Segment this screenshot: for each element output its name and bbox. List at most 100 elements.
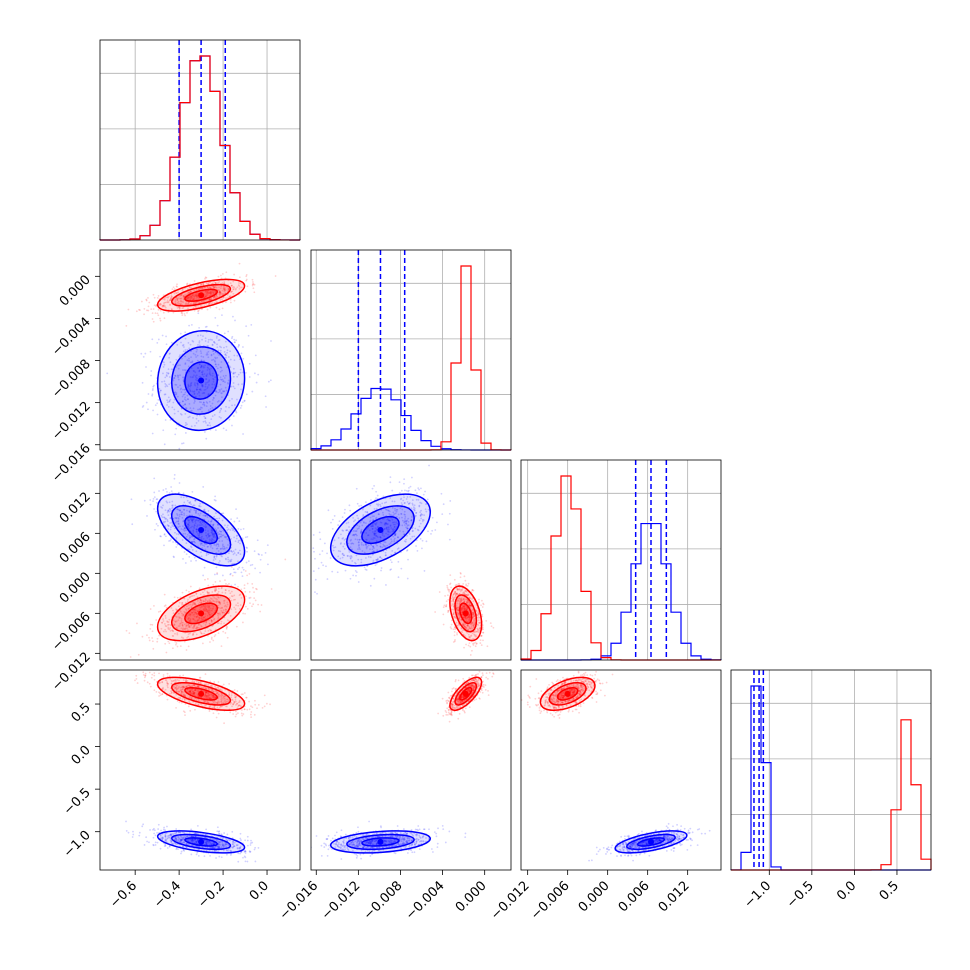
sample-point xyxy=(204,295,207,298)
sample-point xyxy=(208,302,211,305)
sample-point xyxy=(211,538,214,541)
sample-point xyxy=(228,295,231,298)
sample-point xyxy=(187,416,190,419)
sample-point xyxy=(198,533,201,536)
sample-point xyxy=(210,636,213,639)
sample-point xyxy=(403,533,406,535)
sample-point xyxy=(203,508,206,511)
sample-point xyxy=(237,344,240,347)
sample-point xyxy=(188,536,191,539)
sample-point xyxy=(384,524,386,526)
sample-point xyxy=(163,593,166,596)
sample-point xyxy=(383,528,386,530)
sample-point xyxy=(151,318,154,320)
sample-point xyxy=(239,539,242,542)
sample-point xyxy=(184,396,187,399)
sample-point xyxy=(159,303,161,305)
sample-point xyxy=(194,511,197,514)
sample-point xyxy=(200,365,203,368)
sample-point xyxy=(153,829,156,832)
sample-point xyxy=(368,540,371,543)
sample-point xyxy=(190,323,193,326)
sample-point xyxy=(192,298,194,301)
sample-point xyxy=(212,286,215,289)
sample-point xyxy=(349,539,352,542)
sample-point xyxy=(163,363,166,366)
sample-point xyxy=(456,633,459,636)
sample-point xyxy=(393,539,396,541)
sample-point xyxy=(214,589,217,592)
sample-point xyxy=(355,574,357,577)
sample-point xyxy=(442,503,445,506)
sample-point xyxy=(210,298,213,300)
sample-point xyxy=(356,514,359,517)
sample-point xyxy=(220,388,223,390)
sample-point xyxy=(348,504,351,507)
sample-point xyxy=(187,525,190,528)
sample-point xyxy=(177,520,180,523)
sample-point xyxy=(214,282,217,284)
sample-point xyxy=(154,312,157,315)
sample-point xyxy=(197,610,199,613)
sample-point xyxy=(371,525,374,528)
sample-point xyxy=(410,519,413,522)
sample-point xyxy=(203,608,205,611)
sample-point xyxy=(169,627,172,629)
sample-point xyxy=(415,512,417,514)
sample-point xyxy=(199,505,202,508)
sample-point xyxy=(207,530,209,532)
sample-point xyxy=(189,613,192,616)
sample-point xyxy=(188,292,191,294)
sample-point xyxy=(209,597,212,600)
sample-point xyxy=(168,618,171,621)
sample-point xyxy=(195,620,198,623)
sample-point xyxy=(213,555,216,558)
sample-point xyxy=(151,389,154,392)
sample-point xyxy=(213,359,216,362)
sample-point xyxy=(198,536,201,539)
sample-point xyxy=(184,424,187,427)
sample-point xyxy=(165,606,168,609)
sample-point xyxy=(195,294,198,296)
sample-point xyxy=(207,604,210,607)
sample-point xyxy=(225,297,227,299)
sample-point xyxy=(394,507,396,510)
sample-point xyxy=(207,338,210,341)
sample-point xyxy=(197,854,200,857)
sample-point xyxy=(220,586,223,589)
sample-point xyxy=(420,509,422,512)
sample-point xyxy=(356,528,359,530)
sample-point xyxy=(413,507,416,510)
sample-point xyxy=(217,622,220,624)
sample-point xyxy=(192,529,195,532)
sample-point xyxy=(173,556,175,559)
sample-point xyxy=(365,532,368,534)
sample-point xyxy=(449,582,452,585)
sample-point xyxy=(406,577,409,580)
sample-point xyxy=(205,554,208,557)
sample-point xyxy=(186,297,188,300)
sample-point xyxy=(380,569,382,572)
sample-point xyxy=(192,627,195,630)
sample-point xyxy=(386,544,389,547)
sample-point xyxy=(376,535,378,538)
sample-point xyxy=(190,541,193,543)
sample-point xyxy=(211,374,214,377)
sample-point xyxy=(171,629,173,632)
sample-point xyxy=(206,610,209,613)
sample-point xyxy=(146,309,148,312)
sample-point xyxy=(183,508,185,511)
sample-point xyxy=(337,550,340,552)
sample-point xyxy=(198,616,201,619)
sample-point xyxy=(362,544,365,546)
sample-point xyxy=(469,645,472,648)
density-panel xyxy=(310,459,512,661)
sample-point xyxy=(253,597,256,600)
sample-point xyxy=(152,647,155,650)
sample-point xyxy=(190,595,193,598)
sample-point xyxy=(393,500,396,503)
sample-point xyxy=(204,276,207,279)
sample-point xyxy=(157,295,160,297)
sample-point xyxy=(181,624,184,626)
sample-point xyxy=(206,381,209,384)
